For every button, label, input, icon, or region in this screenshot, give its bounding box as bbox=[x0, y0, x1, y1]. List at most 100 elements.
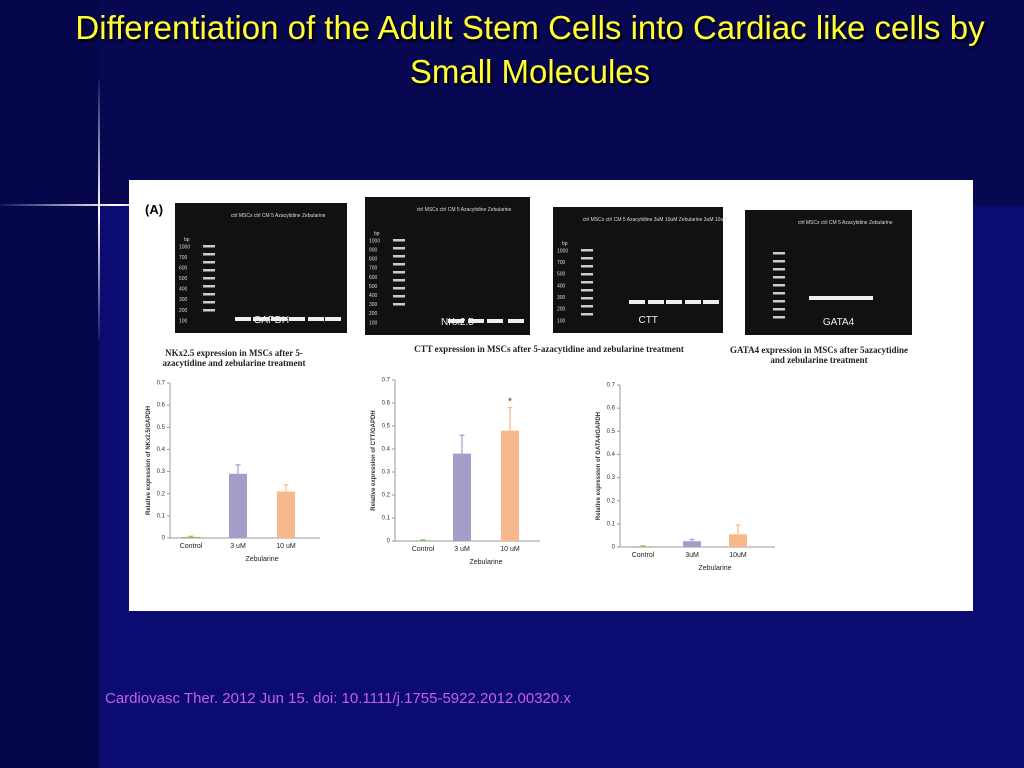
ladder-band bbox=[203, 309, 215, 312]
y-tick-label: 0.5 bbox=[607, 429, 616, 435]
slide-title: Differentiation of the Adult Stem Cells … bbox=[75, 9, 985, 90]
ladder-label: 200 bbox=[557, 307, 566, 313]
ladder-band bbox=[581, 313, 593, 316]
ladder-band bbox=[203, 293, 215, 296]
bar bbox=[414, 540, 432, 541]
gel-header: ctrl MSCs ctrl CM 5 Azacytidine 3uM 10uM… bbox=[583, 217, 728, 223]
chart-title: GATA4 expression in MSCs after 5azacytid… bbox=[729, 345, 909, 365]
gel-band bbox=[468, 319, 484, 323]
x-axis-label: Zebularine bbox=[698, 565, 731, 572]
ladder-label: 500 bbox=[369, 284, 378, 290]
ladder-band bbox=[203, 269, 215, 272]
gel-band bbox=[289, 317, 305, 321]
gel-image bbox=[175, 203, 347, 333]
gel-band bbox=[235, 317, 251, 321]
light-flare bbox=[0, 204, 230, 206]
x-tick-label: Control bbox=[632, 552, 655, 559]
ladder-band bbox=[393, 255, 405, 258]
ladder-label: 700 bbox=[179, 255, 188, 261]
gel-band bbox=[253, 317, 269, 321]
ladder-band bbox=[393, 263, 405, 266]
ladder-label: 700 bbox=[557, 260, 566, 266]
ladder-label: 300 bbox=[179, 297, 188, 303]
x-tick-label: 3uM bbox=[685, 552, 699, 559]
x-tick-label: Control bbox=[180, 543, 203, 550]
y-tick-label: 0.2 bbox=[382, 493, 391, 499]
panel-label: (A) bbox=[145, 202, 163, 217]
ladder-label: 700 bbox=[369, 266, 378, 272]
ladder-unit: bp bbox=[184, 237, 190, 243]
gel-band bbox=[857, 296, 873, 300]
ladder-band bbox=[203, 285, 215, 288]
bar bbox=[683, 541, 701, 547]
y-tick-label: 0.1 bbox=[382, 516, 391, 522]
y-tick-label: 0.3 bbox=[382, 470, 391, 476]
ladder-label: 1000 bbox=[557, 248, 568, 254]
left-band bbox=[0, 0, 99, 768]
y-axis-label: Relative expression of NKx2.5/GAPDH bbox=[146, 406, 152, 515]
y-tick-label: 0.3 bbox=[157, 469, 166, 475]
y-tick-label: 0 bbox=[612, 545, 616, 551]
ladder-label: 800 bbox=[369, 257, 378, 263]
ladder-band bbox=[203, 301, 215, 304]
ladder-band bbox=[773, 276, 785, 279]
ladder-band bbox=[773, 268, 785, 271]
ladder-unit: bp bbox=[562, 241, 568, 247]
gel-header: ctrl MSCs ctrl CM 5 Azacytidine Zebulari… bbox=[231, 213, 326, 219]
ladder-band bbox=[581, 265, 593, 268]
figure: (A) ctrl MSCs ctrl CM 5 Azacytidine Zebu… bbox=[129, 180, 973, 611]
ladder-band bbox=[203, 245, 215, 248]
ladder-label: 400 bbox=[557, 283, 566, 289]
gel-band bbox=[325, 317, 341, 321]
ladder-band bbox=[581, 297, 593, 300]
top-band bbox=[99, 0, 1024, 206]
x-tick-label: 10 uM bbox=[500, 546, 520, 553]
y-tick-label: 0.5 bbox=[382, 424, 391, 430]
ladder-label: 600 bbox=[369, 275, 378, 281]
gel-band bbox=[685, 300, 701, 304]
bar bbox=[277, 491, 295, 538]
ladder-label: 900 bbox=[369, 247, 378, 253]
gel-band bbox=[308, 317, 324, 321]
gel-label: CTT bbox=[638, 315, 657, 326]
bar bbox=[501, 430, 519, 541]
x-tick-label: 3 uM bbox=[454, 546, 470, 553]
ladder-band bbox=[773, 300, 785, 303]
ladder-label: 100 bbox=[369, 320, 378, 326]
gel-band bbox=[629, 300, 645, 304]
ladder-label: 400 bbox=[369, 293, 378, 299]
y-tick-label: 0 bbox=[162, 536, 166, 542]
x-tick-label: 10 uM bbox=[276, 543, 296, 550]
ladder-band bbox=[581, 257, 593, 260]
ladder-band bbox=[581, 273, 593, 276]
ladder-label: 500 bbox=[179, 276, 188, 282]
citation: Cardiovasc Ther. 2012 Jun 15. doi: 10.11… bbox=[105, 690, 571, 707]
ladder-band bbox=[581, 289, 593, 292]
x-tick-label: 3 uM bbox=[230, 543, 246, 550]
figure-canvas: (A) ctrl MSCs ctrl CM 5 Azacytidine Zebu… bbox=[145, 197, 912, 572]
chart-title: NKx2.5 expression in MSCs after 5-azacyt… bbox=[162, 348, 306, 368]
ladder-label: 200 bbox=[369, 311, 378, 317]
ladder-band bbox=[203, 253, 215, 256]
y-tick-label: 0.7 bbox=[157, 381, 166, 387]
y-tick-label: 0.4 bbox=[607, 452, 616, 458]
ladder-band bbox=[773, 316, 785, 319]
ladder-band bbox=[773, 252, 785, 255]
gel-band bbox=[821, 296, 837, 300]
bar bbox=[453, 453, 471, 541]
gel-image bbox=[553, 207, 723, 333]
x-tick-label: 10uM bbox=[729, 552, 747, 559]
gel-band bbox=[271, 317, 287, 321]
bar bbox=[729, 534, 747, 547]
x-axis-label: Zebularine bbox=[469, 559, 502, 566]
y-tick-label: 0.4 bbox=[382, 447, 391, 453]
y-tick-label: 0.7 bbox=[607, 383, 616, 389]
ladder-band bbox=[393, 295, 405, 298]
gel-image bbox=[365, 197, 530, 335]
ladder-band bbox=[773, 292, 785, 295]
ladder-label: 1000 bbox=[369, 238, 380, 244]
annotation: * bbox=[508, 397, 512, 408]
y-tick-label: 0.6 bbox=[382, 401, 391, 407]
